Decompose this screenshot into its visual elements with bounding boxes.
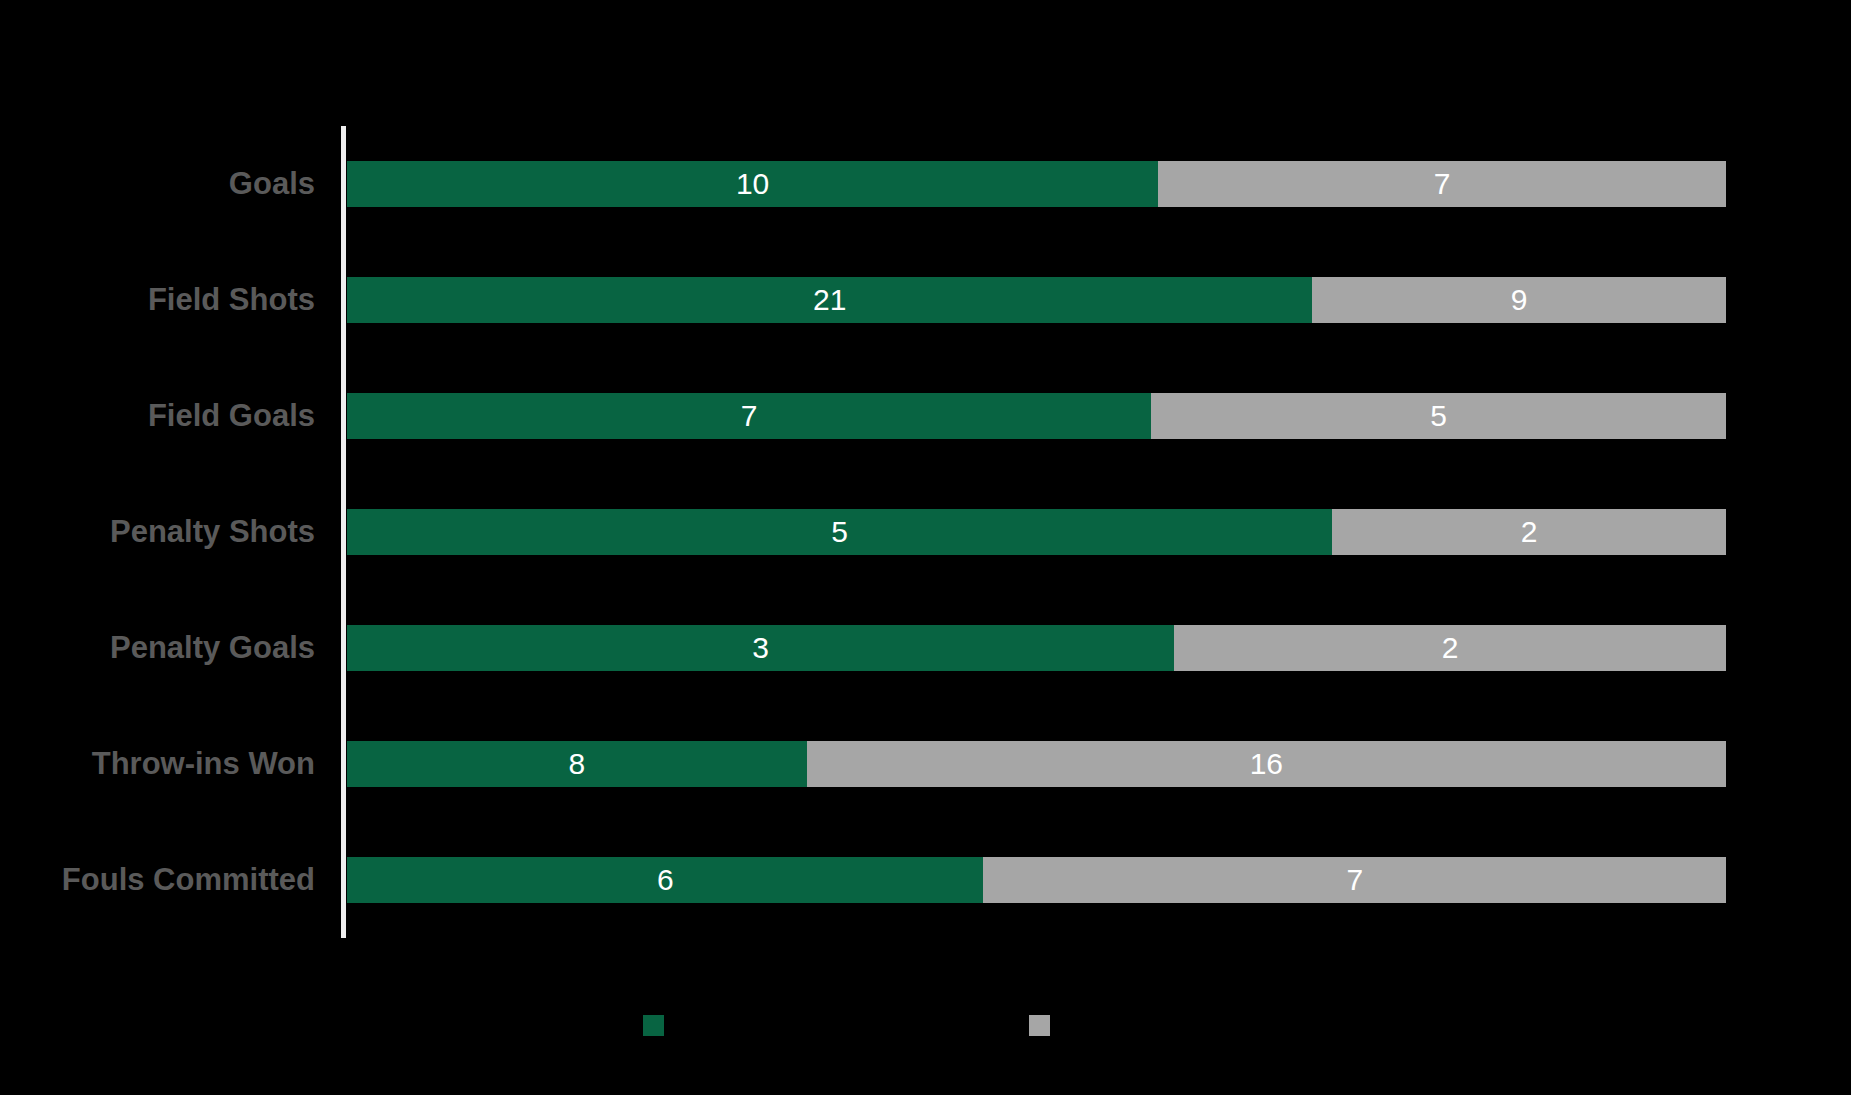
bar-track: 6 7 — [347, 857, 1726, 903]
bar-segment-gray: 5 — [1151, 393, 1726, 439]
bar-segment-gray: 2 — [1174, 625, 1726, 671]
value-label: 2 — [1521, 517, 1538, 547]
chart-row-goals: Goals 10 7 — [0, 126, 1851, 242]
bar-segment-gray: 2 — [1332, 509, 1726, 555]
value-label: 3 — [752, 633, 769, 663]
value-label: 8 — [568, 749, 585, 779]
bar-segment-gray: 16 — [807, 741, 1726, 787]
legend — [0, 1015, 1851, 1036]
bar-segment-green: 3 — [347, 625, 1174, 671]
bar-segment-green: 7 — [347, 393, 1151, 439]
value-label: 6 — [657, 865, 674, 895]
value-label: 7 — [1434, 169, 1451, 199]
bar-segment-green: 5 — [347, 509, 1332, 555]
legend-swatch-green — [643, 1015, 664, 1036]
value-label: 21 — [813, 285, 846, 315]
bar-segment-green: 10 — [347, 161, 1158, 207]
chart-row-field-goals: Field Goals 7 5 — [0, 358, 1851, 474]
bar-segment-green: 21 — [347, 277, 1312, 323]
bar-track: 21 9 — [347, 277, 1726, 323]
value-label: 7 — [1346, 865, 1363, 895]
value-label: 9 — [1511, 285, 1528, 315]
bar-segment-green: 8 — [347, 741, 807, 787]
chart-row-throw-ins-won: Throw-ins Won 8 16 — [0, 706, 1851, 822]
value-label: 10 — [736, 169, 769, 199]
bar-track: 7 5 — [347, 393, 1726, 439]
chart-row-penalty-shots: Penalty Shots 5 2 — [0, 474, 1851, 590]
chart-row-fouls-committed: Fouls Committed 6 7 — [0, 822, 1851, 938]
category-label: Field Goals — [0, 358, 315, 474]
category-label: Goals — [0, 126, 315, 242]
value-label: 5 — [831, 517, 848, 547]
category-label: Penalty Goals — [0, 590, 315, 706]
bar-segment-green: 6 — [347, 857, 983, 903]
bar-track: 8 16 — [347, 741, 1726, 787]
bar-segment-gray: 9 — [1312, 277, 1726, 323]
bar-segment-gray: 7 — [983, 857, 1726, 903]
bar-track: 3 2 — [347, 625, 1726, 671]
category-label: Fouls Committed — [0, 822, 315, 938]
bar-track: 10 7 — [347, 161, 1726, 207]
value-label: 5 — [1430, 401, 1447, 431]
chart-row-penalty-goals: Penalty Goals 3 2 — [0, 590, 1851, 706]
bar-segment-gray: 7 — [1158, 161, 1726, 207]
chart-row-field-shots: Field Shots 21 9 — [0, 242, 1851, 358]
category-label: Throw-ins Won — [0, 706, 315, 822]
category-label: Field Shots — [0, 242, 315, 358]
stacked-bar-chart: Goals 10 7 Field Shots 21 9 Field Goals … — [0, 0, 1851, 1095]
category-label: Penalty Shots — [0, 474, 315, 590]
bar-track: 5 2 — [347, 509, 1726, 555]
chart-canvas: Goals 10 7 Field Shots 21 9 Field Goals … — [0, 0, 1851, 1095]
legend-swatch-gray — [1029, 1015, 1050, 1036]
value-label: 16 — [1250, 749, 1283, 779]
value-label: 2 — [1442, 633, 1459, 663]
value-label: 7 — [741, 401, 758, 431]
